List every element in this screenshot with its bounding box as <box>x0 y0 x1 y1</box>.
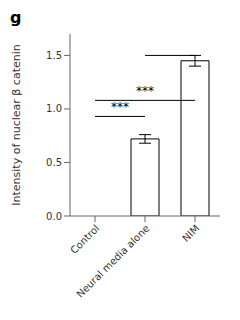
svg-text:***: *** <box>111 100 129 114</box>
html-text:g: g <box>10 8 22 27</box>
svg-text:1.0: 1.0 <box>46 103 62 114</box>
svg-text:Neural media alone: Neural media alone <box>74 223 151 300</box>
svg-text:0.0: 0.0 <box>46 211 62 222</box>
svg-text:1.5: 1.5 <box>46 50 62 61</box>
svg-text:0.5: 0.5 <box>46 157 62 168</box>
svg-text:Control: Control <box>68 223 101 256</box>
svg-text:NIM: NIM <box>180 223 201 244</box>
svg-text:Intensity of nuclear β catenin: Intensity of nuclear β catenin <box>10 44 23 205</box>
svg-text:***: *** <box>136 84 154 98</box>
